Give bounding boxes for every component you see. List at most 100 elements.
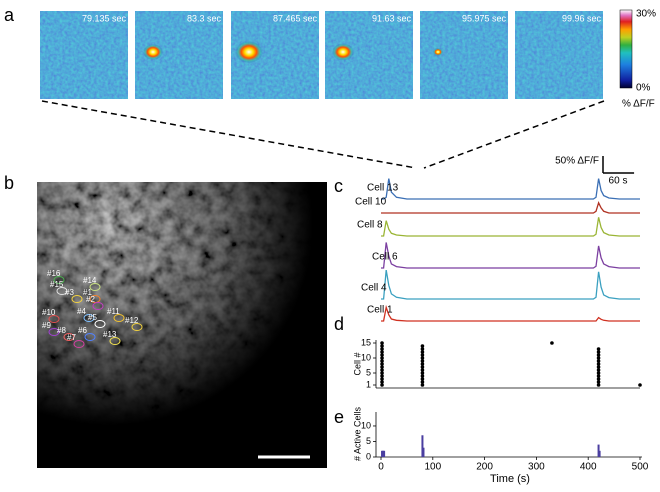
trace xyxy=(381,304,640,322)
y-tick-label: 5 xyxy=(366,436,371,446)
roi-outline xyxy=(113,314,125,322)
spike-dot xyxy=(420,347,425,351)
spike-dot xyxy=(420,365,425,369)
spike-dot xyxy=(420,362,425,366)
roi-outline xyxy=(109,337,121,345)
trace xyxy=(381,269,640,300)
spike-dot xyxy=(596,359,601,363)
x-tick-label: 400 xyxy=(580,462,597,473)
heatmap-hotspot xyxy=(235,40,263,64)
roi-label: #6 xyxy=(78,326,87,335)
spike-dot xyxy=(420,380,425,384)
frame-time: 95.975 sec xyxy=(462,13,507,23)
roi-label: #2 xyxy=(86,295,95,304)
bar xyxy=(383,450,386,457)
x-tick-label: 500 xyxy=(632,462,649,473)
roi-outline xyxy=(73,340,85,348)
spike-dot xyxy=(380,368,384,372)
heatmap-hotspot xyxy=(433,48,443,56)
spike-dot xyxy=(380,374,384,378)
spike-dot xyxy=(420,374,425,378)
roi-label: #12 xyxy=(125,316,139,325)
spike-dot xyxy=(380,359,384,363)
roi-outline xyxy=(83,314,95,322)
roi-outline xyxy=(48,328,60,336)
x-axis-label: Time (s) xyxy=(490,473,530,485)
spike-dot xyxy=(596,365,601,369)
scale-label-x: 60 s xyxy=(609,176,628,187)
panel-b: b #16 #15 #14 #3 #1#2#4 #10 #11 #5 #12 #9 #8 #6#7 #1… xyxy=(4,173,327,468)
spike-dot xyxy=(420,368,425,372)
spike-dot xyxy=(638,383,642,387)
spike-dot xyxy=(550,341,554,345)
trace-label: Cell 4 xyxy=(361,283,387,294)
spike-dot xyxy=(380,344,384,348)
spike-dot xyxy=(380,362,384,366)
panel-label: a xyxy=(4,5,15,25)
spike-dot xyxy=(420,377,425,381)
heatmap-noise xyxy=(515,11,603,99)
spike-dot xyxy=(596,371,601,375)
roi-label: #8 xyxy=(57,326,66,335)
roi-outline xyxy=(48,315,60,323)
roi-label: #4 xyxy=(77,307,86,316)
spike-dot xyxy=(380,365,384,369)
spike-dot xyxy=(380,347,384,351)
spike-dot xyxy=(420,383,425,387)
spike-dot xyxy=(596,377,601,381)
zoom-line xyxy=(423,100,605,169)
spike-dot xyxy=(596,350,601,354)
x-tick-label: 300 xyxy=(528,462,545,473)
trace xyxy=(381,242,640,269)
frame-time: 91.63 sec xyxy=(372,13,412,23)
trace xyxy=(381,178,640,200)
roi-label: #9 xyxy=(42,321,51,330)
zoom-line xyxy=(41,100,417,169)
colorbar-max: 30% xyxy=(636,9,656,20)
roi-outline xyxy=(71,295,83,303)
x-tick-label: 200 xyxy=(476,462,493,473)
scale-label-y: 50% ΔF/F xyxy=(555,156,599,167)
roi-outline xyxy=(94,320,106,328)
roi-outline xyxy=(56,287,68,295)
y-tick-label: 10 xyxy=(361,420,371,430)
roi-outline xyxy=(53,276,65,284)
trace-label: Cell 10 xyxy=(355,197,387,208)
x-tick-label: 0 xyxy=(378,462,384,473)
roi-outline xyxy=(84,333,96,341)
colorbar-min: 0% xyxy=(636,83,651,94)
heatmap-noise xyxy=(420,11,508,99)
x-tick-label: 100 xyxy=(424,462,441,473)
panel-a: a 30% 0% % ΔF/F 79.135 sec 83.3 sec 87.465… xyxy=(4,5,656,169)
bar xyxy=(382,450,385,457)
spike-dot xyxy=(420,359,425,363)
trace-label: Cell 13 xyxy=(367,183,399,194)
trace-label: Cell 6 xyxy=(372,252,398,263)
spike-dot xyxy=(420,353,425,357)
bar xyxy=(422,447,425,457)
trace xyxy=(381,217,640,237)
panel-label: e xyxy=(334,407,344,427)
spike-dot xyxy=(380,377,384,381)
y-tick-label: 15 xyxy=(361,337,371,347)
heatmap-hotspot xyxy=(332,43,354,61)
colorbar xyxy=(619,9,633,89)
y-tick-label: 5 xyxy=(366,367,371,377)
spike-dot xyxy=(420,371,425,375)
roi-label: #13 xyxy=(103,330,117,339)
spike-dot xyxy=(596,368,601,372)
roi-label: #1 xyxy=(83,288,92,297)
panel-label: d xyxy=(334,314,344,334)
roi-outline xyxy=(89,283,101,291)
roi-label: #11 xyxy=(107,307,120,316)
roi-label: #5 xyxy=(88,313,97,322)
frame-time: 87.465 sec xyxy=(273,13,318,23)
spike-dot xyxy=(596,353,601,357)
bar xyxy=(421,435,424,457)
roi-outline xyxy=(92,302,104,310)
spike-dot xyxy=(596,383,601,387)
frame-time: 99.96 sec xyxy=(562,13,602,23)
spike-dot xyxy=(596,380,601,384)
